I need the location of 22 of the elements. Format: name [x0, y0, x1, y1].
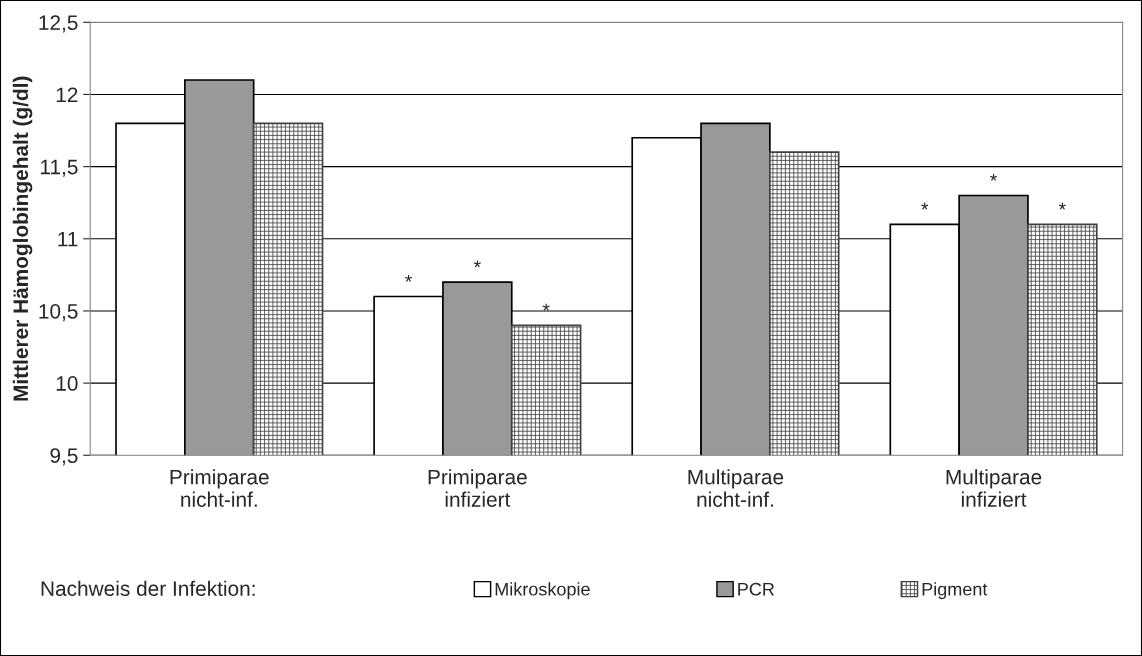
x-tick-label: Multiparae infiziert: [946, 469, 1042, 507]
x-tick-label: Primiparae infiziert: [428, 469, 527, 507]
data-label: *: [921, 202, 929, 210]
x-tick-label: Multiparae nicht-inf.: [688, 469, 784, 507]
legend-label: Mikroskopie: [495, 582, 590, 600]
data-label: *: [990, 173, 998, 181]
y-tick-label: 10,5: [39, 303, 78, 322]
data-label: *: [1058, 202, 1066, 210]
y-tick-label: 10: [56, 376, 78, 391]
data-label: *: [405, 274, 413, 282]
y-tick-label: 12: [56, 87, 78, 103]
legend-title: Nachweis der Infektion:: [41, 580, 255, 596]
data-label: *: [473, 260, 481, 268]
y-axis-title: Mittlerer Hämoglobingehalt (g/dl): [12, 76, 33, 401]
y-tick-label: 9,5: [50, 448, 78, 466]
data-label: *: [542, 303, 550, 311]
legend-label: Pigment: [922, 582, 988, 600]
legend-label: PCR: [738, 582, 775, 596]
y-tick-label: 11,5: [40, 159, 78, 177]
x-tick-label: Primiparae nicht-inf.: [170, 469, 269, 507]
y-tick-label: 11: [58, 232, 78, 247]
y-tick-label: 12,5: [39, 15, 78, 33]
